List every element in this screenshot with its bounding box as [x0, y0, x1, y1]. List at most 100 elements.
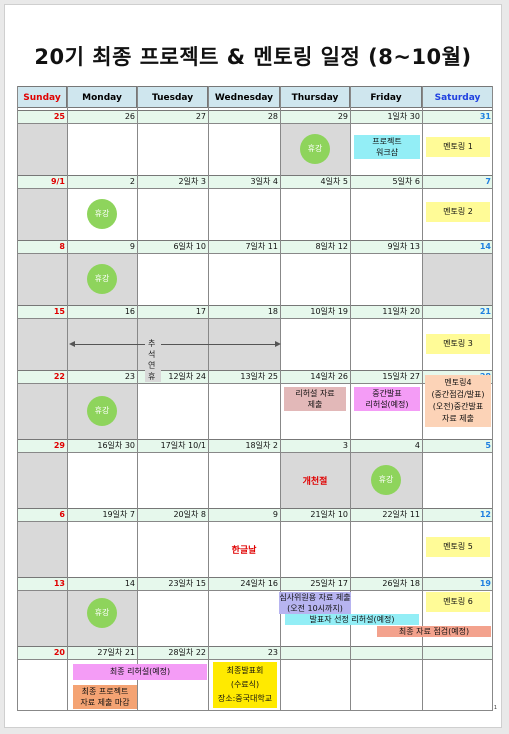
event-line: 리허설 자료	[295, 389, 335, 398]
event-line: 심사위원용 자료 제출	[279, 593, 351, 602]
workshop-box: 프로젝트 워크샵	[354, 135, 420, 159]
day-cell	[17, 383, 67, 439]
day-number	[422, 646, 493, 659]
day-number: 9/1	[17, 175, 67, 188]
event-line: 멘토링 6	[443, 597, 473, 606]
day-cell	[67, 123, 137, 175]
day-number: 24일차 16	[208, 577, 280, 590]
day-number: 5일차 6	[350, 175, 422, 188]
day-cell	[17, 521, 67, 577]
mentoring-6-box: 멘토링 6	[426, 592, 490, 612]
rehearsal-material-box: 리허설 자료 제출	[284, 387, 346, 411]
event-line: 최종발표회	[226, 666, 264, 675]
row-divider	[17, 521, 493, 522]
day-cell	[350, 253, 422, 305]
row-divider	[17, 659, 493, 660]
holiday-gaecheonjeol: 개천절	[302, 477, 328, 487]
row-divider	[17, 123, 493, 124]
column-divider	[492, 86, 493, 711]
event-line: 멘토링4	[444, 378, 472, 387]
day-number: 3	[280, 439, 350, 452]
day-cell	[17, 253, 67, 305]
presenter-selection-box: 발표자 선정 리허설(예정)	[285, 614, 419, 625]
mentoring-1-box: 멘토링 1	[426, 137, 490, 157]
day-cell	[280, 659, 350, 711]
day-cell	[17, 659, 67, 711]
day-number: 20	[17, 646, 67, 659]
day-cell	[280, 521, 350, 577]
review-submission-box: 심사위원용 자료 제출 (오전 10시까지)	[279, 592, 351, 614]
day-cell	[137, 253, 208, 305]
day-number: 12	[422, 508, 493, 521]
weekday-header-friday: Friday	[350, 86, 422, 108]
column-divider	[422, 86, 423, 711]
day-number: 7	[422, 175, 493, 188]
event-line: 멘토링 5	[443, 542, 473, 551]
chuseok-arrow-line	[73, 344, 277, 345]
day-cell	[17, 452, 67, 508]
mentoring-5-box: 멘토링 5	[426, 537, 490, 557]
event-line: 장소:중국대학교	[217, 694, 273, 703]
day-number: 7일차 11	[208, 240, 280, 253]
mentoring-4-box: 멘토링4 (중간점검/발표) (오전)중간발표 자료 제출	[425, 375, 491, 427]
day-number: 23	[67, 370, 137, 383]
event-line: 프로젝트	[372, 137, 402, 146]
midterm-rehearsal-box: 중간발표 리허설(예정)	[354, 387, 420, 411]
row-divider	[17, 188, 493, 189]
row-divider	[17, 383, 493, 384]
day-cell	[280, 188, 350, 240]
day-cell	[137, 521, 208, 577]
rest-day-badge: 휴강	[371, 465, 401, 495]
row-divider	[17, 318, 493, 319]
day-number: 20일차 8	[137, 508, 208, 521]
day-cell	[137, 452, 208, 508]
day-number: 14	[422, 240, 493, 253]
day-cell	[350, 659, 422, 711]
weekday-header-wednesday: Wednesday	[208, 86, 280, 108]
day-cell	[350, 318, 422, 370]
row-divider	[17, 452, 493, 453]
chuseok-label: 추 석 연 휴	[145, 338, 162, 382]
day-number: 17일차 10/1	[137, 439, 208, 452]
day-number: 26일차 18	[350, 577, 422, 590]
day-number: 8	[17, 240, 67, 253]
day-number: 9	[67, 240, 137, 253]
event-line: 리허설(예정)	[365, 400, 409, 409]
day-number: 13	[17, 577, 67, 590]
event-line: (오전 10시까지)	[287, 604, 343, 613]
rest-day-badge: 휴강	[87, 396, 117, 426]
day-cell	[67, 521, 137, 577]
day-number: 16일차 30	[67, 439, 137, 452]
event-line: (수료식)	[230, 680, 260, 689]
row-divider	[17, 253, 493, 254]
final-submission-box: 최종 프로젝트 자료 제출 마감	[73, 685, 137, 709]
event-line: 최종 프로젝트	[81, 687, 129, 696]
event-line: 자료 제출	[442, 414, 474, 423]
day-number: 15일차 27	[350, 370, 422, 383]
final-check-box: 최종 자료 점검(예정)	[377, 626, 491, 637]
day-number: 29	[280, 110, 350, 123]
page-number: 1	[493, 705, 497, 711]
day-number: 18일차 2	[208, 439, 280, 452]
day-number: 14일차 26	[280, 370, 350, 383]
weekday-header-tuesday: Tuesday	[137, 86, 208, 108]
day-cell	[280, 318, 350, 370]
day-number	[350, 646, 422, 659]
day-cell	[17, 590, 67, 646]
day-cell	[208, 452, 280, 508]
final-presentation-box: 최종발표회 (수료식) 장소:중국대학교	[213, 662, 277, 708]
event-line: 발표자 선정 리허설(예정)	[309, 615, 395, 624]
day-number: 21일차 10	[280, 508, 350, 521]
day-cell	[208, 521, 280, 577]
day-cell	[280, 253, 350, 305]
day-cell	[17, 123, 67, 175]
column-divider	[280, 86, 281, 711]
arrow-left-icon	[69, 341, 75, 347]
day-number: 23일차 15	[137, 577, 208, 590]
weekday-header-saturday: Saturday	[422, 86, 493, 108]
day-number: 15	[17, 305, 67, 318]
day-cell	[422, 253, 493, 305]
day-number: 14	[67, 577, 137, 590]
day-number: 27	[137, 110, 208, 123]
day-number: 5	[422, 439, 493, 452]
